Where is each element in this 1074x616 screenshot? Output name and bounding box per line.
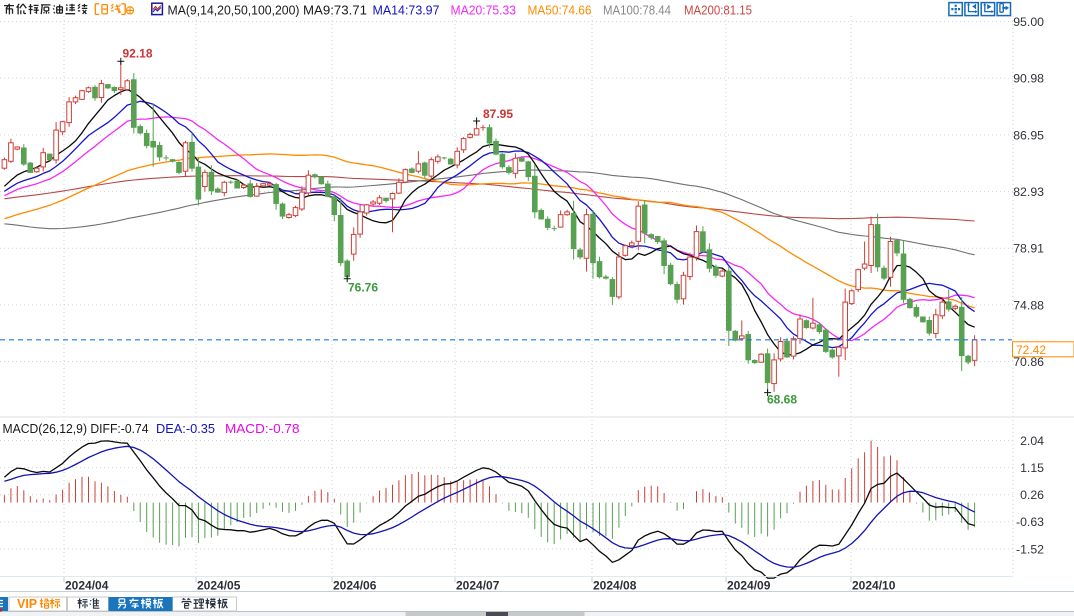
svg-text:MA50:74.66: MA50:74.66 — [528, 2, 592, 17]
svg-text:68.68: 68.68 — [767, 393, 797, 407]
svg-text:0.26: 0.26 — [1020, 488, 1044, 502]
svg-text:MA200:81.15: MA200:81.15 — [684, 2, 752, 17]
svg-text:2024/06: 2024/06 — [333, 579, 377, 593]
svg-text:86.95: 86.95 — [1013, 128, 1044, 142]
svg-text:74.88: 74.88 — [1013, 298, 1044, 312]
svg-text:MACD:-0.78: MACD:-0.78 — [225, 421, 300, 436]
svg-text:87.95: 87.95 — [483, 107, 513, 121]
svg-text:MACD(26,12,9) DIFF:-0.74: MACD(26,12,9) DIFF:-0.74 — [3, 421, 149, 436]
svg-text:72.42: 72.42 — [1016, 343, 1046, 357]
svg-text:2024/09: 2024/09 — [727, 579, 771, 593]
svg-text:MA14:73.97: MA14:73.97 — [373, 2, 440, 17]
svg-text:2024/05: 2024/05 — [197, 579, 241, 593]
svg-text:-0.63: -0.63 — [1016, 515, 1044, 529]
svg-text:95.00: 95.00 — [1013, 15, 1044, 29]
svg-text:MA100:78.44: MA100:78.44 — [603, 2, 671, 17]
svg-text:78.91: 78.91 — [1013, 242, 1044, 256]
svg-text:MA(9,14,20,50,100,200): MA(9,14,20,50,100,200) — [168, 2, 300, 17]
svg-text:MA9:73.71: MA9:73.71 — [303, 2, 367, 17]
svg-text:2024/07: 2024/07 — [456, 579, 500, 593]
svg-text:70.86: 70.86 — [1013, 355, 1044, 369]
svg-text:92.18: 92.18 — [123, 47, 153, 61]
svg-text:2024/04: 2024/04 — [65, 579, 109, 593]
svg-text:-1.52: -1.52 — [1016, 542, 1044, 556]
svg-text:1.15: 1.15 — [1020, 461, 1044, 475]
svg-text:90.98: 90.98 — [1013, 72, 1044, 86]
svg-text:MA20:75.33: MA20:75.33 — [451, 2, 517, 17]
svg-text:2024/10: 2024/10 — [852, 579, 896, 593]
svg-text:2.04: 2.04 — [1020, 434, 1044, 448]
svg-text:76.76: 76.76 — [348, 281, 378, 295]
svg-text:82.93: 82.93 — [1013, 185, 1044, 199]
svg-text:2024/08: 2024/08 — [593, 579, 637, 593]
svg-text:DEA:-0.35: DEA:-0.35 — [156, 421, 215, 436]
svg-text:VIP: VIP — [17, 597, 37, 611]
